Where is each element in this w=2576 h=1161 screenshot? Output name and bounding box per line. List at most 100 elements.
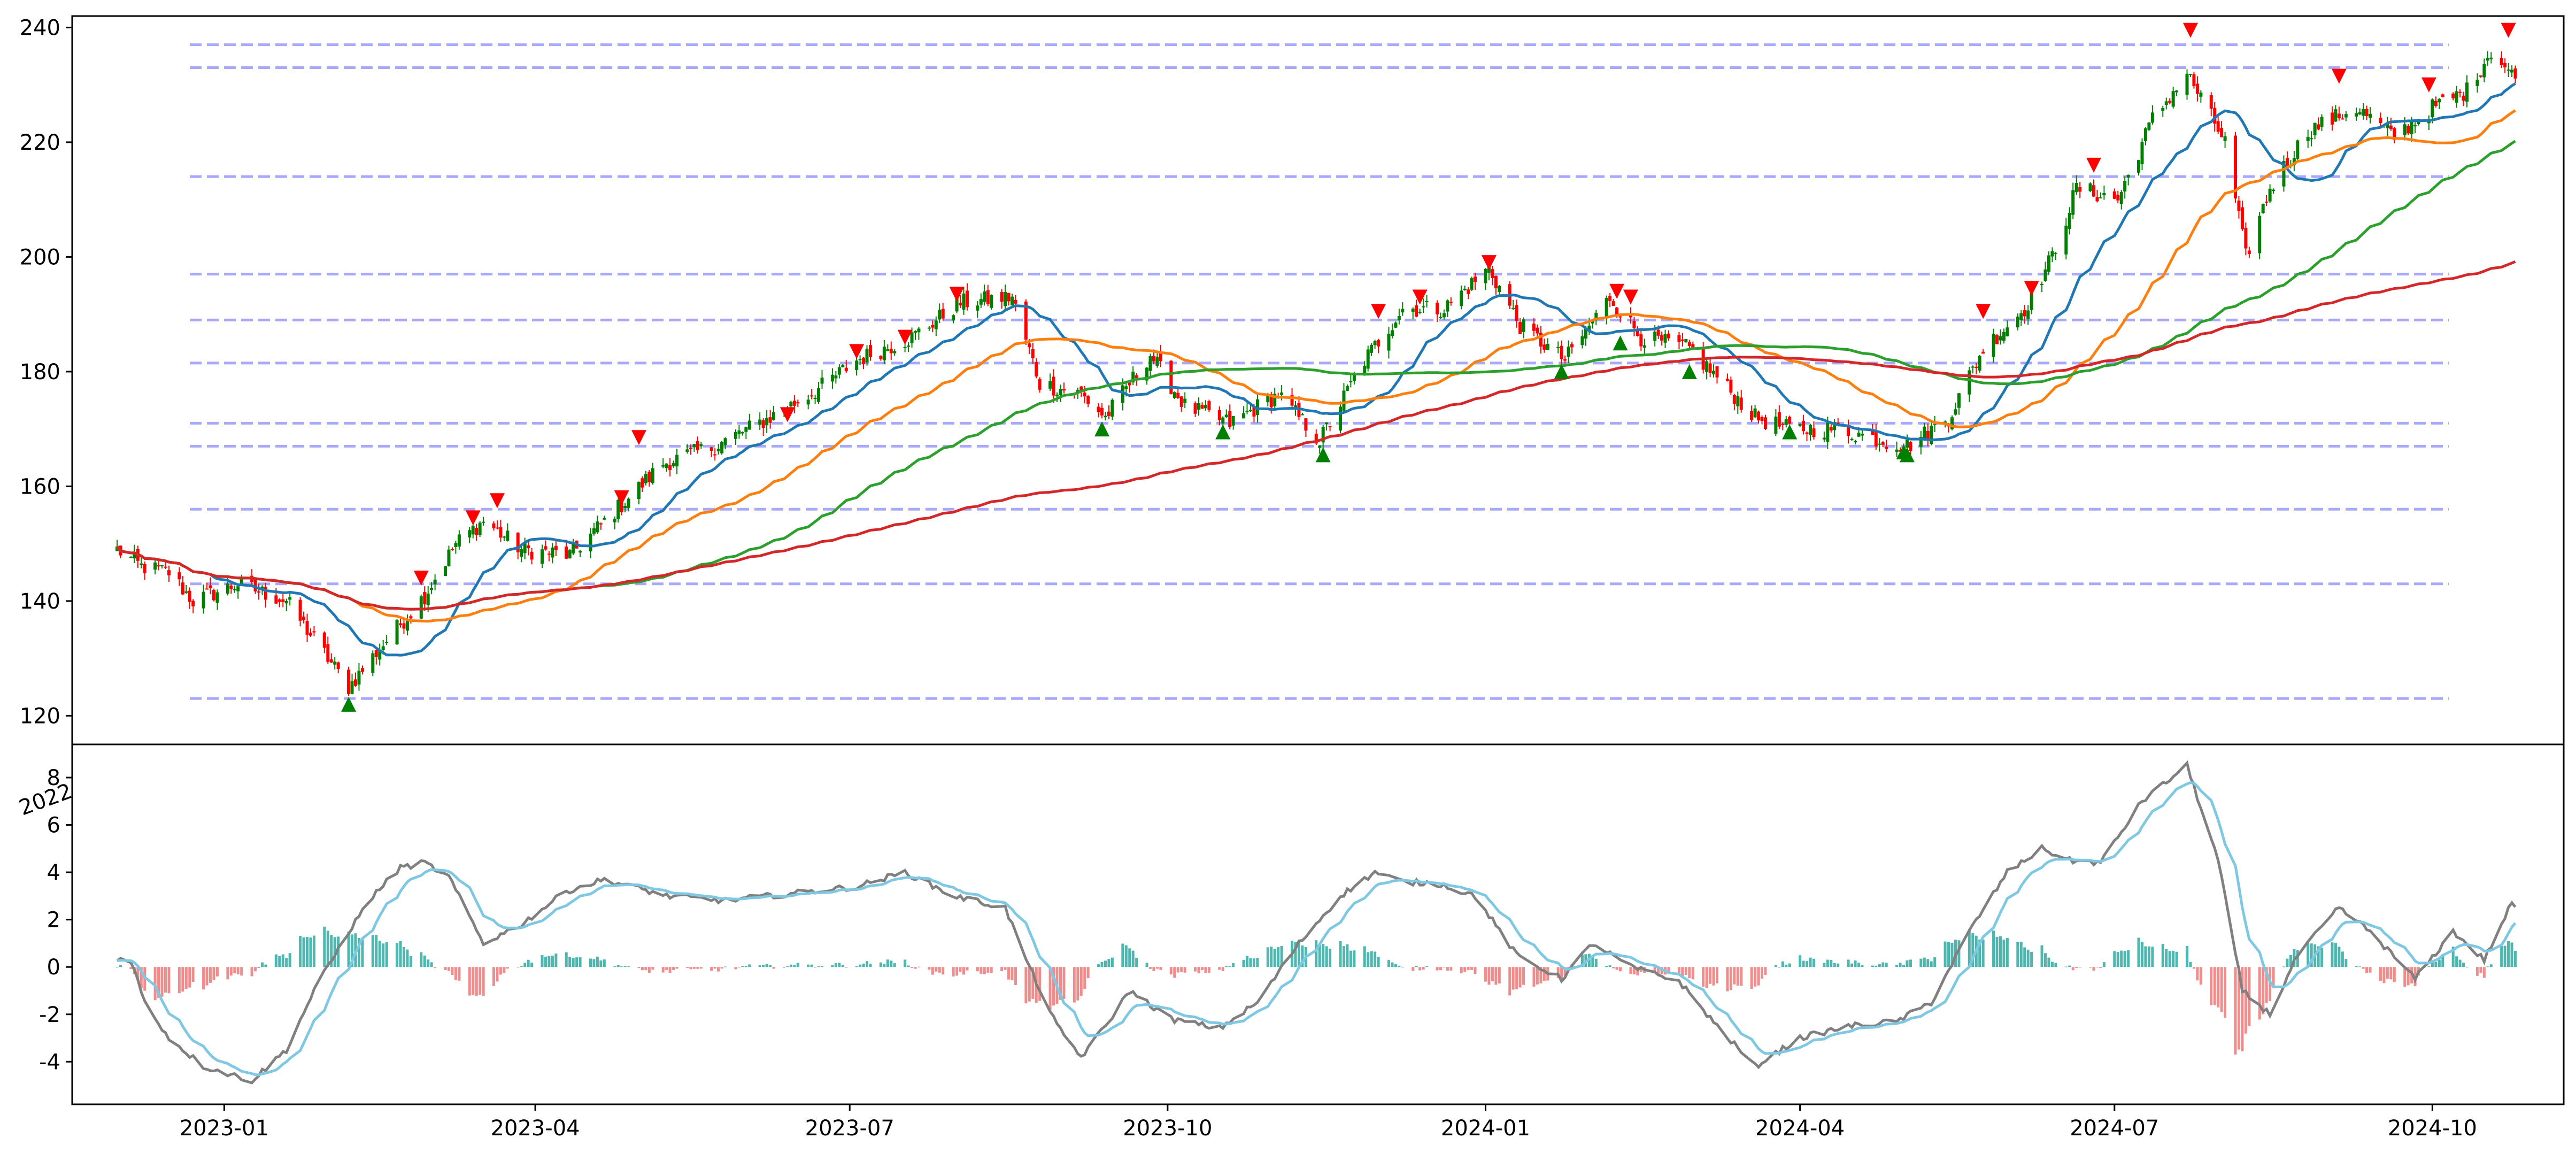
- candle-body: [1148, 356, 1152, 371]
- histogram-bar: [184, 967, 188, 989]
- histogram-bar: [2161, 944, 2164, 967]
- histogram-bar: [2355, 966, 2358, 967]
- candle-body: [305, 621, 309, 635]
- candle-body: [1933, 424, 1937, 425]
- histogram-bar: [281, 954, 284, 967]
- histogram-bar: [2510, 942, 2513, 967]
- candle-body: [2092, 185, 2095, 197]
- histogram-bar: [2365, 967, 2369, 973]
- histogram-bar: [2241, 967, 2244, 1051]
- candle-body: [1975, 366, 1978, 368]
- candle-body: [226, 583, 229, 594]
- candle-body: [2465, 82, 2469, 102]
- candle-body: [1155, 357, 1159, 366]
- histogram-bar: [330, 935, 333, 967]
- candle-body: [1273, 394, 1277, 406]
- sell-signal-marker: [2024, 281, 2039, 296]
- candle-body: [1494, 275, 1498, 288]
- date-x-axis: 2023-01 2023-04 2023-07 2023-10 2024-01 2024-…: [180, 1104, 2477, 1141]
- candle-body: [675, 455, 679, 467]
- histogram-bar: [423, 955, 426, 967]
- candle-body: [1532, 324, 1536, 331]
- candle-body: [115, 547, 119, 551]
- histogram-bar: [1580, 955, 1584, 967]
- histogram-bar: [1947, 941, 1950, 967]
- histogram-bar: [1197, 967, 1200, 973]
- candle-body: [1594, 312, 1598, 319]
- candle-body: [1062, 389, 1066, 391]
- candle-body: [1328, 426, 1332, 427]
- candle-body: [2244, 227, 2248, 249]
- candle-body: [1269, 394, 1273, 407]
- histogram-bar: [1923, 957, 1926, 967]
- candle-body: [492, 523, 496, 528]
- histogram-bar: [2475, 967, 2479, 976]
- histogram-bar: [720, 967, 723, 969]
- histogram-bar: [2334, 942, 2337, 967]
- candle-body: [2337, 113, 2341, 119]
- histogram-bar: [668, 967, 672, 973]
- candle-body: [2403, 124, 2407, 135]
- candle-body: [761, 420, 765, 428]
- candle-body: [2112, 191, 2116, 199]
- candle-body: [1871, 430, 1875, 435]
- candle-body: [2482, 64, 2486, 78]
- histogram-bar: [2507, 941, 2510, 967]
- histogram-bar: [2044, 953, 2047, 967]
- histogram-bar: [1688, 967, 1691, 979]
- candle-body: [1314, 434, 1318, 444]
- histogram-bar: [1560, 967, 1563, 982]
- histogram-bar: [2331, 942, 2334, 967]
- candle-body: [2334, 109, 2338, 122]
- candle-body: [1930, 426, 1933, 444]
- histogram-bar: [1374, 951, 1377, 967]
- histogram-bar: [1024, 967, 1028, 1004]
- candle-body: [1460, 290, 1463, 306]
- histogram-bar: [541, 955, 544, 967]
- histogram-bar: [479, 967, 482, 995]
- histogram-bar: [616, 965, 620, 967]
- histogram-bar: [1677, 967, 1680, 973]
- candle-body: [551, 547, 554, 558]
- candle-body: [2171, 91, 2175, 107]
- histogram-bar: [1878, 964, 1881, 967]
- histogram-bar: [226, 967, 229, 980]
- candle-body: [2023, 310, 2026, 317]
- candle-body: [1642, 345, 1646, 348]
- histogram-bar: [1950, 942, 1954, 967]
- candle-body: [1805, 432, 1809, 434]
- candle-body: [789, 402, 793, 407]
- histogram-bar: [1895, 965, 1899, 967]
- histogram-bar: [2137, 937, 2140, 967]
- candle-body: [2265, 201, 2269, 203]
- histogram-bar: [2382, 967, 2386, 983]
- histogram-bar: [2047, 957, 2050, 967]
- candle-body: [164, 566, 167, 568]
- candle-body: [1691, 344, 1695, 349]
- candle-body: [1055, 395, 1059, 396]
- histogram-bar: [1083, 967, 1086, 989]
- candle-body: [1580, 336, 1584, 345]
- histogram-bar: [420, 952, 423, 967]
- candle-body: [2410, 121, 2413, 135]
- candle-body: [1763, 417, 1767, 429]
- histogram-bar: [323, 926, 326, 967]
- x-tick-label: 2024-10: [2388, 1116, 2477, 1141]
- candle-body: [2362, 109, 2365, 116]
- sell-signal-marker: [897, 329, 913, 345]
- candle-body: [129, 557, 133, 558]
- candle-body: [2078, 187, 2082, 192]
- histogram-bar: [911, 967, 914, 968]
- histogram-bar: [1875, 965, 1878, 967]
- candle-body: [685, 449, 689, 452]
- histogram-bar: [209, 967, 212, 983]
- candle-body: [2282, 161, 2286, 187]
- sell-signal-marker: [780, 407, 795, 422]
- candle-body: [2195, 83, 2199, 94]
- candle-body: [565, 547, 568, 559]
- candle-body: [1905, 440, 1909, 448]
- candle-body: [983, 291, 986, 302]
- histogram-bar: [1277, 947, 1280, 967]
- histogram-bar: [2379, 967, 2382, 981]
